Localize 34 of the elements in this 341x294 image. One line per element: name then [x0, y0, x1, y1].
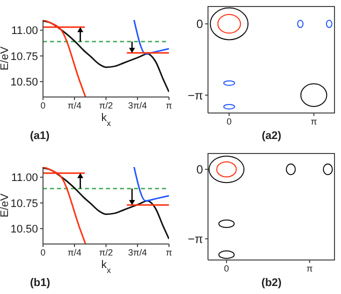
x-tick-label: π — [166, 100, 172, 110]
y-tick-label: −π — [188, 88, 203, 102]
x-tick-label: π — [306, 263, 313, 274]
line-series — [43, 20, 169, 93]
text: (b1) — [30, 277, 52, 289]
y-tick-label: 10.75 — [10, 50, 38, 63]
text: (a2) — [260, 130, 282, 142]
y-tick-label: 0 — [196, 17, 204, 32]
y-tick-label: −π — [188, 232, 203, 246]
y-tick-label: 10.75 — [10, 198, 38, 210]
x-tick-label: π/2 — [99, 247, 113, 258]
text: (b2) — [260, 277, 283, 289]
y-tick-label: 10.50 — [10, 224, 38, 236]
x-tick-label: 0 — [40, 100, 46, 110]
line-series — [133, 20, 169, 55]
x-axis-title: k$_{x}$ — [101, 259, 112, 274]
x-tick-label: π/4 — [68, 100, 82, 110]
x-tick-label: π/4 — [68, 247, 82, 258]
x-tick-label: 3π/4 — [128, 100, 147, 110]
y-tick-label: 11.00 — [11, 172, 38, 184]
y-tick-label: 0 — [196, 162, 204, 177]
x-tick-label: 3π/4 — [128, 247, 147, 258]
x-tick-label: π — [310, 116, 317, 126]
x-axis-title: k$_{x}$ — [101, 112, 112, 128]
y-tick-label: 10.50 — [10, 76, 38, 89]
x-tick-label: π/2 — [99, 100, 113, 110]
x-tick-label: 0 — [40, 247, 46, 258]
line-series — [43, 167, 169, 240]
text: (a1) — [30, 130, 51, 142]
x-tick-label: π — [166, 247, 172, 258]
y-axis-title: E/eV — [0, 46, 11, 70]
line-series — [133, 167, 169, 202]
y-axis-title: E/eV — [0, 192, 11, 218]
y-tick-label: 11.00 — [11, 25, 38, 38]
